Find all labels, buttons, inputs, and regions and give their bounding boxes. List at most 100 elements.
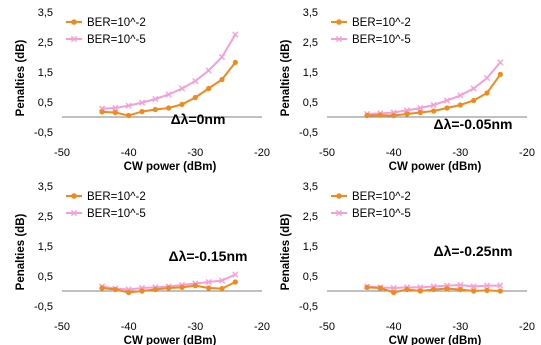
- x-tick-label: -20: [254, 147, 270, 159]
- data-point-ber-1e-2: [364, 112, 370, 119]
- series-line-ber-1e-5: [366, 61, 502, 115]
- data-point-ber-1e-2: [457, 102, 463, 108]
- y-tick-label: -0,5: [299, 301, 318, 313]
- data-point-ber-1e-5: [457, 281, 464, 289]
- legend-marker: [71, 19, 77, 25]
- legend-marker: [71, 193, 77, 199]
- data-point-ber-1e-2: [497, 288, 503, 294]
- data-point-ber-1e-5: [390, 284, 397, 292]
- data-point-ber-1e-2: [206, 285, 212, 291]
- x-tick-label: -30: [452, 321, 468, 333]
- data-point-ber-1e-2: [497, 71, 503, 77]
- data-point-ber-1e-5: [417, 104, 424, 112]
- chart-panel-4: 3,5 2,5 1,5 0,5 -0,5-50 -40 -30 -20 CW power (dB…: [280, 181, 535, 345]
- x-tick-label: -20: [519, 147, 535, 159]
- x-tick-label: -40: [121, 147, 137, 159]
- y-tick-label: 1,5: [303, 241, 318, 253]
- x-tick-label: -50: [54, 147, 70, 159]
- data-point-ber-1e-5: [152, 95, 159, 103]
- data-point-ber-1e-2: [431, 108, 437, 114]
- y-tick-label: -0,5: [299, 127, 318, 139]
- data-point-ber-1e-5: [483, 282, 491, 289]
- data-point-ber-1e-2: [206, 85, 212, 92]
- data-point-ber-1e-2: [152, 286, 158, 293]
- chart-panel-2: 3,5 2,5 1,5 0,5 -0,5-50 -40 -30 -20 CW power (dB…: [280, 7, 535, 173]
- x-axis-title: CW power (dBm): [124, 335, 217, 345]
- data-point-ber-1e-2: [391, 289, 397, 296]
- data-point-ber-1e-2: [444, 286, 450, 292]
- y-axis-title: Penalties (dB): [280, 39, 292, 116]
- legend-label: BER=10^-2: [352, 17, 411, 29]
- delta-lambda-annotation: Δλ=-0.05nm: [434, 116, 513, 132]
- y-tick-label: 2,5: [303, 37, 318, 49]
- y-tick-label: 1,5: [303, 67, 318, 79]
- legend-label: BER=10^-5: [352, 34, 411, 46]
- data-point-ber-1e-5: [192, 77, 199, 85]
- y-tick-label: 0,5: [303, 97, 318, 109]
- y-tick-label: -0,5: [34, 301, 53, 313]
- chart-panel-1: 3,5 2,5 1,5 0,5 -0,5-50 -40 -30 -20 CW power (dB…: [15, 7, 270, 173]
- x-axis-title: CW power (dBm): [389, 335, 482, 345]
- legend-marker: [70, 35, 78, 43]
- y-tick-label: 3,5: [303, 181, 318, 193]
- data-point-ber-1e-2: [417, 288, 423, 294]
- x-tick-label: -40: [386, 321, 402, 333]
- data-point-ber-1e-2: [219, 76, 225, 83]
- x-tick-label: -40: [121, 321, 137, 333]
- legend-label: BER=10^-2: [87, 191, 146, 203]
- y-axis-title: Penalties (dB): [15, 213, 27, 290]
- data-point-ber-1e-2: [179, 284, 185, 290]
- data-point-ber-1e-2: [471, 97, 477, 104]
- y-tick-label: 3,5: [303, 7, 318, 19]
- data-point-ber-1e-2: [126, 289, 132, 296]
- data-point-ber-1e-2: [139, 288, 145, 294]
- x-tick-label: -50: [319, 147, 335, 159]
- data-point-ber-1e-2: [112, 109, 118, 116]
- data-point-ber-1e-5: [178, 85, 186, 92]
- data-point-ber-1e-5: [232, 31, 239, 38]
- data-point-ber-1e-2: [126, 112, 132, 119]
- data-point-ber-1e-2: [377, 285, 383, 291]
- legend-marker: [335, 209, 343, 217]
- legend-marker: [336, 19, 342, 25]
- data-point-ber-1e-5: [205, 278, 212, 286]
- data-point-ber-1e-2: [112, 286, 118, 293]
- data-point-ber-1e-2: [404, 286, 410, 293]
- x-axis-title: CW power (dBm): [124, 161, 217, 173]
- y-tick-label: 1,5: [38, 241, 53, 253]
- delta-lambda-annotation: Δλ=-0.15nm: [169, 248, 248, 264]
- data-point-ber-1e-5: [125, 102, 132, 109]
- x-tick-label: -30: [187, 147, 203, 159]
- data-point-ber-1e-5: [483, 74, 491, 82]
- x-tick-label: -30: [452, 147, 468, 159]
- data-point-ber-1e-2: [232, 279, 238, 285]
- data-point-ber-1e-5: [112, 104, 119, 112]
- x-tick-label: -30: [187, 321, 203, 333]
- data-point-ber-1e-2: [457, 286, 463, 293]
- data-point-ber-1e-5: [457, 92, 464, 99]
- y-tick-label: 1,5: [38, 67, 53, 79]
- data-point-ber-1e-5: [470, 85, 477, 92]
- legend-label: BER=10^-5: [87, 34, 146, 46]
- x-tick-label: -40: [386, 147, 402, 159]
- data-point-ber-1e-2: [152, 106, 158, 113]
- data-point-ber-1e-5: [430, 101, 437, 109]
- data-point-ber-1e-5: [232, 271, 239, 278]
- legend-label: BER=10^-2: [87, 17, 146, 29]
- chart-panel-3: 3,5 2,5 1,5 0,5 -0,5-50 -40 -30 -20 CW power (dB…: [15, 181, 270, 345]
- data-point-ber-1e-5: [205, 67, 212, 74]
- data-point-ber-1e-2: [471, 288, 477, 294]
- data-point-ber-1e-2: [444, 105, 450, 111]
- y-tick-label: 0,5: [303, 271, 318, 283]
- y-axis-title: Penalties (dB): [15, 39, 27, 116]
- y-tick-label: 3,5: [38, 181, 53, 193]
- data-point-ber-1e-5: [165, 91, 172, 98]
- data-point-ber-1e-2: [364, 284, 370, 290]
- data-point-ber-1e-5: [218, 277, 226, 284]
- data-point-ber-1e-2: [99, 285, 105, 291]
- x-axis-title: CW power (dBm): [389, 161, 482, 173]
- data-point-ber-1e-5: [497, 282, 504, 289]
- y-tick-label: 3,5: [38, 7, 53, 19]
- data-point-ber-1e-5: [138, 99, 146, 106]
